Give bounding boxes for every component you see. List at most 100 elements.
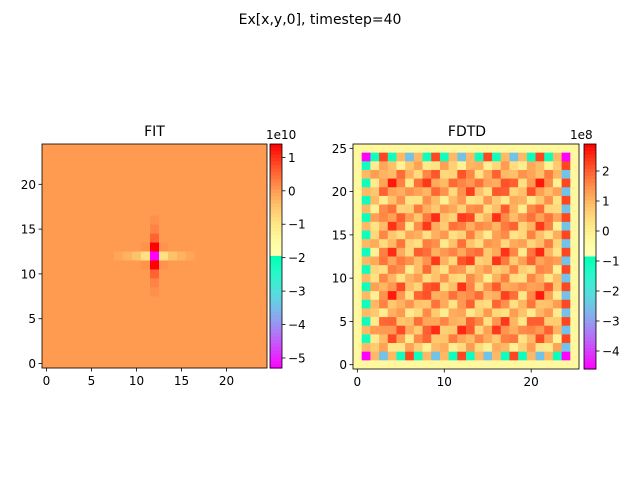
heatmap-cell bbox=[561, 161, 571, 171]
heatmap-cell bbox=[114, 179, 124, 190]
heatmap-cell bbox=[431, 351, 441, 361]
heatmap-cell bbox=[231, 188, 241, 199]
heatmap-cell bbox=[249, 224, 259, 234]
heatmap-cell bbox=[150, 197, 160, 208]
heatmap-cell bbox=[492, 317, 502, 327]
heatmap-cell bbox=[422, 308, 432, 318]
heatmap-cell bbox=[213, 152, 223, 163]
heatmap-cell bbox=[492, 256, 502, 266]
heatmap-cell bbox=[457, 144, 467, 154]
heatmap-cell bbox=[353, 178, 363, 188]
heatmap-cell bbox=[422, 247, 432, 257]
heatmap-cell bbox=[396, 273, 406, 283]
heatmap-cell bbox=[141, 359, 151, 369]
heatmap-cell bbox=[396, 161, 406, 171]
heatmap-cell bbox=[132, 305, 142, 315]
heatmap-cell bbox=[195, 233, 205, 243]
heatmap-cell bbox=[231, 278, 241, 288]
heatmap-cell bbox=[474, 144, 484, 154]
colorbar-frame bbox=[583, 143, 597, 370]
colorbar-tick-label: −5 bbox=[288, 351, 306, 365]
colorbar-segment bbox=[584, 274, 596, 279]
heatmap-cell bbox=[177, 224, 187, 234]
heatmap-cell bbox=[552, 360, 563, 370]
heatmap-cell bbox=[413, 247, 423, 257]
heatmap-cell bbox=[457, 317, 467, 327]
heatmap-cell bbox=[78, 350, 88, 360]
heatmap-cell bbox=[51, 332, 61, 342]
heatmap-cell bbox=[570, 282, 580, 292]
colorbar-tick-label: −1 bbox=[602, 255, 620, 269]
heatmap-cell bbox=[87, 179, 97, 190]
heatmap-cell bbox=[96, 332, 106, 342]
heatmap-cell bbox=[42, 188, 52, 199]
heatmap-cell bbox=[168, 206, 178, 217]
heatmap-cell bbox=[570, 213, 580, 223]
heatmap-cell bbox=[466, 299, 476, 309]
heatmap-cell bbox=[439, 221, 450, 231]
heatmap-cell bbox=[96, 269, 106, 279]
colorbar-segment bbox=[270, 147, 282, 152]
heatmap-cell bbox=[509, 360, 519, 370]
heatmap-cell bbox=[123, 251, 133, 261]
heatmap-cell bbox=[492, 334, 502, 344]
heatmap-cell bbox=[379, 325, 389, 335]
heatmap-cell bbox=[231, 170, 241, 181]
heatmap-cell bbox=[379, 317, 389, 327]
heatmap-cell bbox=[204, 350, 214, 360]
heatmap-cell bbox=[177, 242, 187, 252]
heatmap-cell bbox=[42, 350, 52, 360]
heatmap-cell bbox=[396, 256, 406, 266]
heatmap-cell bbox=[159, 296, 169, 306]
heatmap-cell bbox=[518, 273, 528, 283]
heatmap-cell bbox=[87, 251, 97, 261]
heatmap-cell bbox=[431, 308, 441, 318]
heatmap-cell bbox=[123, 215, 133, 226]
heatmap-cell bbox=[535, 161, 545, 171]
heatmap-cell bbox=[42, 260, 52, 270]
heatmap-cell bbox=[544, 178, 554, 188]
heatmap-cell bbox=[186, 215, 196, 226]
heatmap-cell bbox=[544, 239, 554, 249]
heatmap-cell bbox=[500, 351, 510, 361]
colorbar-segment bbox=[270, 154, 282, 159]
heatmap-cell bbox=[361, 325, 371, 335]
heatmap-cell bbox=[42, 206, 52, 217]
heatmap-cell bbox=[123, 179, 133, 190]
heatmap-cell bbox=[396, 334, 406, 344]
heatmap-cell bbox=[222, 206, 232, 217]
heatmap-cell bbox=[51, 206, 61, 217]
colorbar-tick-label: −3 bbox=[602, 315, 620, 329]
heatmap-cell bbox=[379, 299, 389, 309]
heatmap-cell bbox=[492, 325, 502, 335]
heatmap-cell bbox=[561, 291, 571, 301]
heatmap-cell bbox=[492, 230, 502, 240]
heatmap-cell bbox=[431, 343, 441, 353]
heatmap-cell bbox=[518, 256, 528, 266]
heatmap-cell bbox=[222, 341, 232, 351]
heatmap-cell bbox=[132, 260, 142, 270]
colorbar-segment bbox=[270, 322, 282, 327]
heatmap-cell bbox=[123, 170, 133, 181]
heatmap-cell bbox=[439, 178, 450, 188]
heatmap-cell bbox=[361, 144, 371, 154]
heatmap-cell bbox=[132, 332, 142, 342]
heatmap-cell bbox=[544, 230, 554, 240]
heatmap-cell bbox=[114, 305, 124, 315]
heatmap-cell bbox=[387, 282, 397, 292]
heatmap-cell bbox=[78, 197, 88, 208]
colorbar-segment bbox=[584, 326, 596, 331]
heatmap-cell bbox=[123, 224, 133, 234]
heatmap-cell bbox=[114, 269, 124, 279]
heatmap-cell bbox=[195, 215, 205, 226]
heatmap-cell bbox=[483, 239, 493, 249]
heatmap-cell bbox=[231, 144, 241, 154]
heatmap-cell bbox=[258, 359, 268, 369]
heatmap-cell bbox=[492, 213, 502, 223]
colorbar-segment bbox=[270, 238, 282, 243]
fdtd-colorbar: 2 1 0 −1 −2 −3 −4 bbox=[583, 143, 620, 370]
heatmap-cell bbox=[387, 317, 397, 327]
heatmap-cell bbox=[60, 296, 70, 306]
heatmap-cell bbox=[159, 161, 169, 172]
heatmap-cell bbox=[526, 230, 536, 240]
